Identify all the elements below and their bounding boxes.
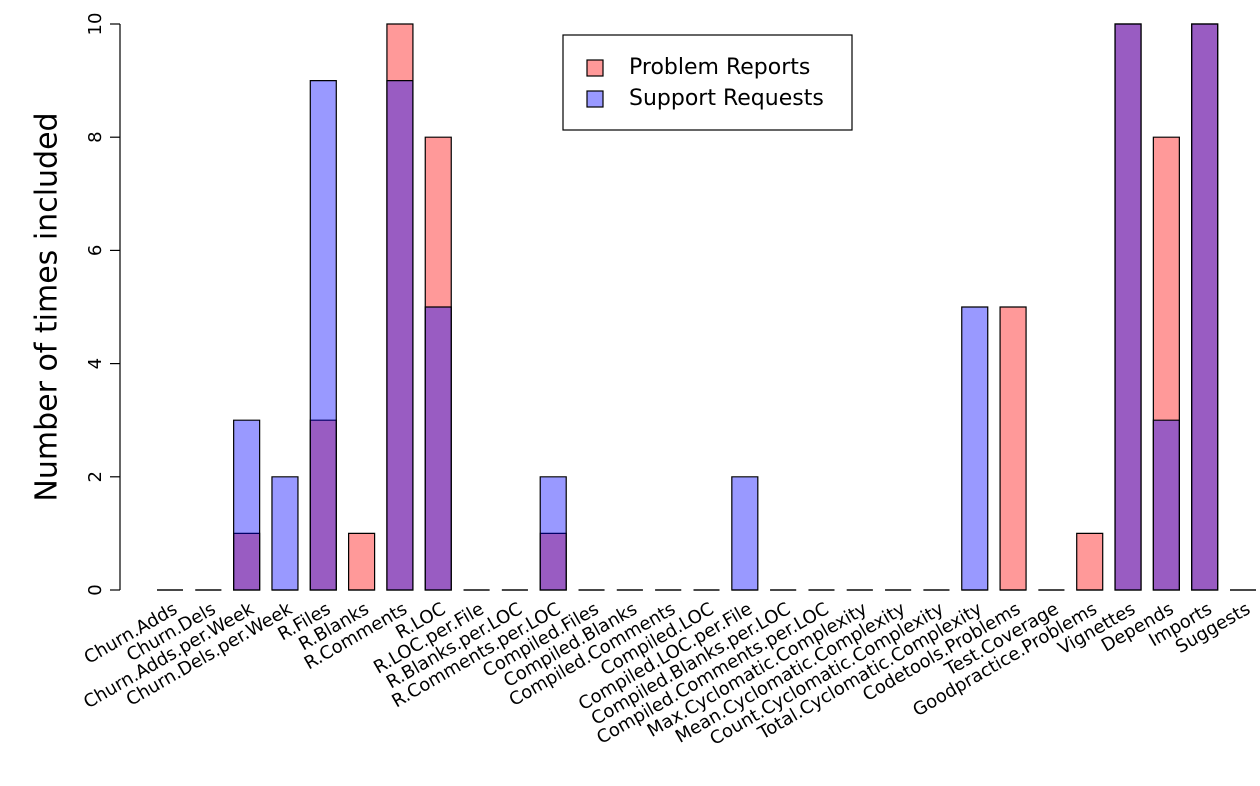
legend-label: Support Requests bbox=[629, 86, 824, 111]
bar bbox=[386, 80, 414, 591]
legend-swatch bbox=[586, 59, 604, 77]
bar bbox=[539, 476, 567, 591]
bar bbox=[731, 476, 759, 591]
y-tick-label: 6 bbox=[85, 245, 106, 256]
bar bbox=[1191, 23, 1219, 591]
bar bbox=[233, 419, 261, 591]
y-axis-label: Number of times included bbox=[30, 112, 65, 501]
bar bbox=[999, 306, 1027, 591]
bar bbox=[961, 306, 989, 591]
y-tick-label: 8 bbox=[85, 131, 106, 142]
bar bbox=[348, 532, 376, 591]
y-tick-label: 2 bbox=[85, 471, 106, 482]
bar bbox=[271, 476, 299, 591]
y-tick-label: 10 bbox=[85, 13, 106, 36]
y-tick-label: 4 bbox=[85, 358, 106, 369]
legend-label: Problem Reports bbox=[629, 55, 810, 80]
bar bbox=[1076, 532, 1104, 591]
legend-swatch bbox=[586, 90, 604, 108]
legend-box bbox=[562, 34, 853, 131]
bar bbox=[309, 80, 337, 591]
y-tick-label: 0 bbox=[85, 584, 106, 595]
bar bbox=[1114, 23, 1142, 591]
bar bbox=[424, 306, 452, 591]
bar bbox=[1152, 419, 1180, 591]
